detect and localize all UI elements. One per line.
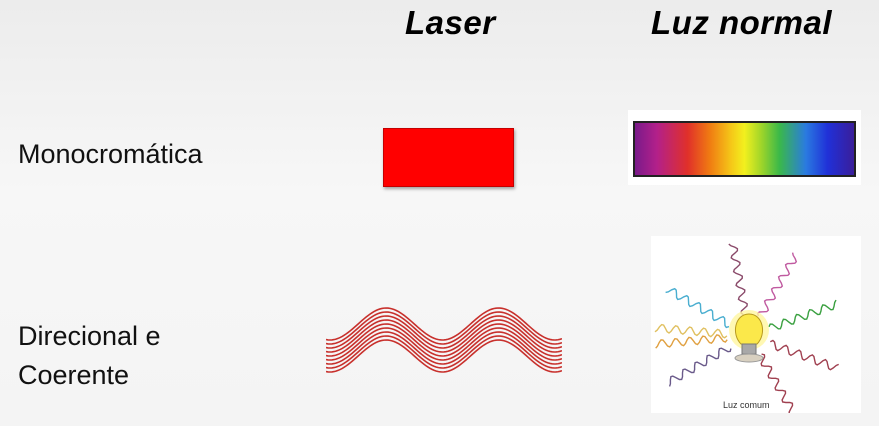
light-bulb-icon (735, 314, 762, 344)
spectrum-panel (628, 110, 861, 185)
monochromatic-row-label: Monocromática (18, 135, 203, 174)
light-ray (656, 335, 728, 348)
laser-column-header: Laser (405, 4, 496, 42)
incoherent-light-illustration (651, 236, 861, 413)
directional-label-line1: Direcional e (18, 317, 161, 356)
light-ray (770, 341, 838, 370)
normal-light-column-header: Luz normal (651, 4, 832, 42)
directional-label-line2: Coerente (18, 356, 161, 395)
light-ray (666, 289, 729, 328)
color-spectrum-bar (633, 121, 856, 177)
light-ray (670, 348, 731, 386)
bulb-base (742, 344, 756, 354)
light-ray (769, 300, 836, 329)
bulb-stand (735, 354, 763, 362)
directional-coherent-row-label: Direcional e Coerente (18, 317, 161, 395)
laser-single-color-swatch (383, 128, 514, 187)
light-ray (729, 244, 747, 315)
light-bulb-illustration-panel: Luz comum (651, 236, 861, 413)
bulb-caption: Luz comum (723, 400, 770, 410)
light-ray (758, 253, 797, 316)
coherent-waves-illustration (326, 300, 562, 386)
